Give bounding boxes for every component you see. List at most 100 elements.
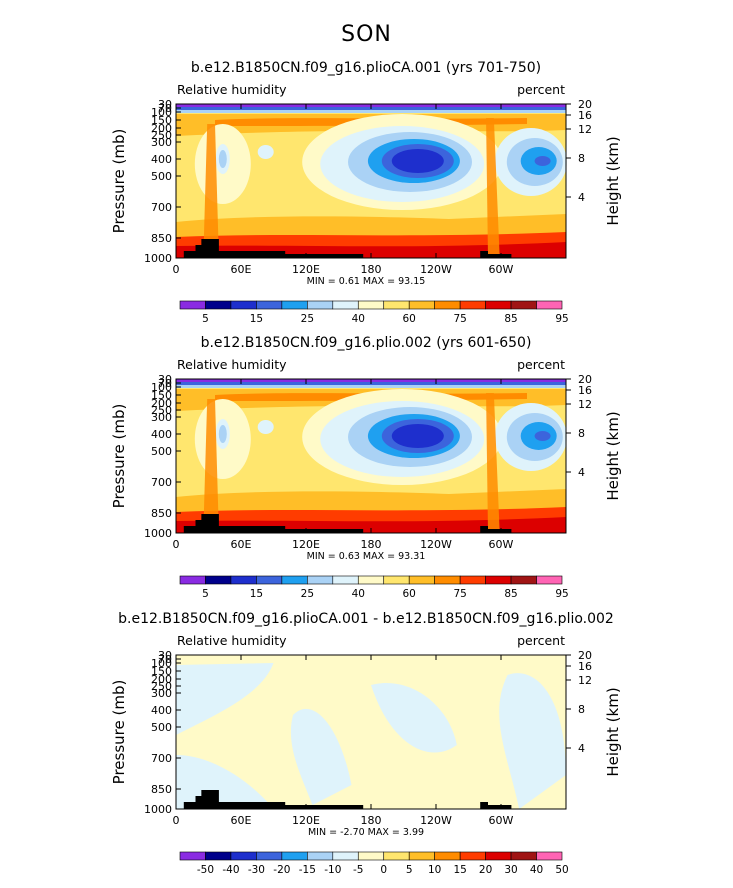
colorbar-swatch xyxy=(383,575,410,585)
height-tick-label: 20 xyxy=(578,649,592,662)
y-tick-label: 250 xyxy=(151,680,172,693)
colorbar-label: 0 xyxy=(380,864,387,876)
y-tick-label: 1000 xyxy=(144,252,172,265)
topography-mask xyxy=(183,790,512,809)
panel-title: b.e12.B1850CN.f09_g16.plioCA.001 - b.e12… xyxy=(118,611,614,627)
colorbar-swatch xyxy=(510,575,537,585)
colorbar-swatch xyxy=(281,851,308,861)
colorbar-swatch xyxy=(281,300,308,310)
y-tick-label: 150 xyxy=(151,389,172,402)
figure-title: SON xyxy=(341,22,392,47)
y-tick-label: 850 xyxy=(151,783,172,796)
panel-2: b.e12.B1850CN.f09_g16.plio.002 (yrs 601-… xyxy=(110,335,622,600)
y-tick-label: 200 xyxy=(151,397,172,410)
colorbar-swatch xyxy=(205,575,232,585)
colorbar-label: 95 xyxy=(555,313,568,325)
height-tick-label: 12 xyxy=(578,398,592,411)
min-max-stats: MIN = -2.70 MAX = 3.99 xyxy=(308,827,424,838)
y-tick-label: 30 xyxy=(158,649,172,662)
variable-label: Relative humidity xyxy=(177,82,287,97)
height-tick-label: 4 xyxy=(578,466,585,479)
colorbar-swatch xyxy=(357,851,385,861)
colorbar-swatch xyxy=(357,575,385,585)
min-max-stats: MIN = 0.63 MAX = 93.31 xyxy=(307,551,426,562)
colorbar-swatch xyxy=(256,851,283,861)
colorbar-swatch xyxy=(459,575,486,585)
colorbar-label: 15 xyxy=(250,588,263,600)
y-tick-label: 150 xyxy=(151,665,172,678)
colorbar-swatch xyxy=(408,300,435,310)
colorbar-label: 75 xyxy=(453,313,466,325)
dry-region-east-core xyxy=(534,156,551,166)
dry-region-east-core xyxy=(534,431,551,441)
x-tick-label: 60W xyxy=(489,814,514,827)
colorbar-label: 75 xyxy=(453,588,466,600)
y-tick-label: 500 xyxy=(151,170,172,183)
colorbar-label: 95 xyxy=(555,588,568,600)
x-tick-label: 120E xyxy=(292,263,320,276)
colorbar-label: 15 xyxy=(250,313,263,325)
y-tick-label: 850 xyxy=(151,507,172,520)
colorbar-swatch xyxy=(434,575,461,585)
colorbar-swatch xyxy=(459,300,486,310)
colorbar-swatch xyxy=(256,300,283,310)
y-tick-label: 400 xyxy=(151,428,172,441)
y-tick-label: 250 xyxy=(151,404,172,417)
dry-core-west xyxy=(218,150,227,168)
y-tick-label: 300 xyxy=(151,411,172,424)
colorbar-swatch xyxy=(434,851,461,861)
y-tick-label: 100 xyxy=(151,381,172,394)
x-tick-label: 0 xyxy=(173,538,180,551)
colorbar-swatch xyxy=(281,575,308,585)
colorbar-swatch xyxy=(307,851,334,861)
colorbar-label: 85 xyxy=(504,313,517,325)
y-tick-label: 30 xyxy=(158,373,172,386)
units-label: percent xyxy=(517,357,565,372)
colorbar-swatch xyxy=(332,851,359,861)
y-tick-label: 500 xyxy=(151,445,172,458)
x-tick-label: 180 xyxy=(361,538,382,551)
colorbar-swatch xyxy=(230,851,257,861)
y-tick-label: 100 xyxy=(151,106,172,119)
diff-negative-region-2 xyxy=(290,708,352,805)
colorbar-swatch xyxy=(434,300,461,310)
dry-spot-120e xyxy=(257,420,274,434)
panel-1: b.e12.B1850CN.f09_g16.plioCA.001 (yrs 70… xyxy=(110,60,622,325)
diff-negative-region-3 xyxy=(371,683,457,753)
y-tick-label: 400 xyxy=(151,153,172,166)
y-tick-label: 700 xyxy=(151,201,172,214)
height-tick-label: 8 xyxy=(578,152,585,165)
y-tick-label: 100 xyxy=(151,657,172,670)
panel-3: b.e12.B1850CN.f09_g16.plioCA.001 - b.e12… xyxy=(110,611,622,876)
x-tick-label: 120E xyxy=(292,814,320,827)
colorbar-label: 50 xyxy=(555,864,568,876)
colorbar-label: -50 xyxy=(197,864,214,876)
colorbar-label: 60 xyxy=(403,588,416,600)
height-tick-label: 4 xyxy=(578,742,585,755)
y-tick-label: 70 xyxy=(158,653,172,666)
colorbar-swatch xyxy=(536,851,563,861)
y-tick-label: 150 xyxy=(151,114,172,127)
colorbar-swatch xyxy=(408,575,435,585)
y-axis-title-right: Height (km) xyxy=(604,136,622,225)
colorbar-label: 15 xyxy=(453,864,466,876)
moist-tower-andes xyxy=(486,393,500,533)
colorbar-swatch xyxy=(332,575,359,585)
height-tick-label: 4 xyxy=(578,191,585,204)
colorbar-label: 5 xyxy=(202,588,209,600)
colorbar-label: -40 xyxy=(222,864,239,876)
x-tick-label: 60E xyxy=(231,538,252,551)
colorbar-label: 5 xyxy=(406,864,413,876)
moist-tower-maritime xyxy=(203,399,219,533)
y-axis-title-right: Height (km) xyxy=(604,687,622,776)
strat-band-3 xyxy=(176,110,566,113)
colorbar-swatch xyxy=(536,575,563,585)
colorbar-swatch xyxy=(307,300,334,310)
units-label: percent xyxy=(517,633,565,648)
colorbar-label: -10 xyxy=(324,864,341,876)
colorbar-swatch xyxy=(485,575,512,585)
y-axis-title: Pressure (mb) xyxy=(110,129,128,234)
colorbar-label: 10 xyxy=(428,864,441,876)
diff-negative-region-4 xyxy=(499,673,566,809)
